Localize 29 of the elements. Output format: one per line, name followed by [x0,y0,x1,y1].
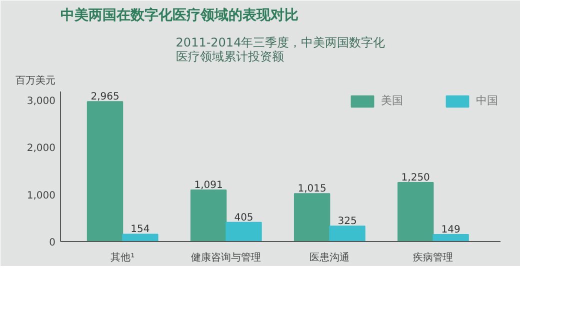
data-label: 154 [130,224,150,236]
bar [432,234,469,242]
legend-label: 中国 [476,93,498,108]
data-label: 1,015 [298,184,326,194]
bar [294,193,330,242]
data-label: 2,965 [90,92,120,103]
bar [122,234,158,242]
y-tick-label: 2,000 [26,143,56,154]
x-tick-label: 疾病管理 [413,252,454,264]
bar [86,101,124,242]
bar [226,222,262,242]
bar [329,226,366,242]
y-axis-title: 百万美元 [16,74,56,86]
bar [398,182,434,242]
chart-title: 中美两国在数字化医疗领域的表现对比 [60,6,298,24]
x-tick-label: 健康咨询与管理 [191,252,262,264]
chart-subtitle: 2011-2014年三季度，中美两国数字化医疗领域累计投资额 [176,36,386,64]
data-label: 149 [441,224,460,236]
y-tick-label: 0 [49,238,56,248]
y-tick-label: 1,000 [26,190,56,202]
y-tick-label: 3,000 [26,96,56,107]
data-label: 325 [338,216,357,228]
legend-label: 美国 [381,93,403,108]
bar [190,190,227,242]
data-label: 1,250 [401,172,430,184]
x-tick-label: 其他¹ [110,252,135,264]
x-tick-label: 医患沟通 [310,252,350,264]
data-label: 405 [234,212,254,224]
data-label: 1,091 [194,180,223,191]
